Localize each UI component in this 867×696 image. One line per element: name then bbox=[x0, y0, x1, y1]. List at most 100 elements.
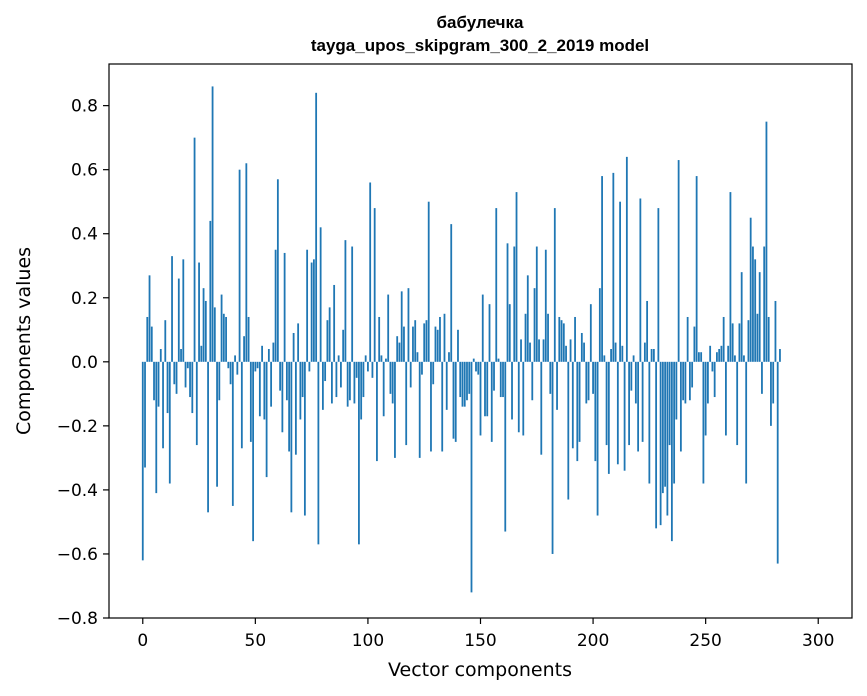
bar bbox=[204, 300, 207, 362]
bar bbox=[508, 304, 511, 362]
bar bbox=[193, 137, 196, 362]
bar bbox=[412, 326, 414, 362]
bar bbox=[441, 361, 444, 452]
bar bbox=[254, 361, 257, 372]
bar bbox=[758, 272, 761, 362]
bar bbox=[641, 361, 644, 442]
bar bbox=[592, 361, 594, 394]
bar bbox=[632, 355, 635, 362]
bar bbox=[513, 246, 516, 362]
bar bbox=[727, 345, 730, 362]
bar bbox=[389, 361, 392, 394]
bar bbox=[225, 316, 227, 362]
bar bbox=[646, 300, 649, 362]
bar bbox=[749, 217, 752, 362]
bar bbox=[175, 361, 178, 394]
bar bbox=[740, 272, 743, 362]
bar bbox=[603, 355, 606, 362]
bar bbox=[148, 275, 151, 362]
bar bbox=[551, 361, 554, 554]
bar bbox=[150, 326, 153, 362]
bar bbox=[265, 361, 268, 478]
bar bbox=[637, 361, 640, 452]
bar bbox=[319, 227, 322, 362]
bar bbox=[659, 361, 662, 526]
bar bbox=[270, 361, 273, 407]
bar bbox=[227, 361, 230, 369]
bar bbox=[231, 361, 234, 506]
bar bbox=[679, 361, 682, 452]
bar bbox=[531, 361, 534, 401]
bar bbox=[182, 259, 185, 362]
bar bbox=[216, 361, 218, 487]
bar bbox=[261, 345, 263, 362]
x-tick-label: 50 bbox=[245, 631, 267, 651]
bar bbox=[754, 259, 757, 362]
bar bbox=[587, 361, 590, 401]
bar bbox=[702, 361, 705, 484]
bar bbox=[371, 361, 374, 378]
bar bbox=[281, 361, 284, 433]
bar bbox=[141, 361, 144, 561]
bar bbox=[335, 361, 338, 398]
bar bbox=[634, 361, 637, 404]
bar bbox=[571, 361, 574, 449]
bar bbox=[619, 201, 621, 362]
bar bbox=[504, 361, 507, 532]
bar bbox=[407, 288, 410, 362]
bar bbox=[448, 352, 450, 362]
bar bbox=[430, 361, 432, 452]
bar bbox=[490, 361, 493, 442]
bar bbox=[772, 361, 775, 404]
bar bbox=[713, 361, 716, 398]
bar bbox=[745, 361, 748, 484]
x-axis: 0 50 100 150 200 250 300 bbox=[137, 618, 834, 651]
bar bbox=[725, 361, 727, 436]
bar bbox=[344, 240, 347, 362]
bar bbox=[378, 316, 381, 362]
bar bbox=[506, 243, 509, 362]
bar bbox=[605, 361, 608, 446]
y-tick-label: −0.8 bbox=[57, 609, 98, 629]
bar bbox=[274, 249, 277, 362]
bar bbox=[601, 176, 603, 362]
bar bbox=[621, 345, 624, 362]
bar bbox=[189, 361, 191, 398]
bar bbox=[207, 361, 209, 513]
bar bbox=[574, 316, 576, 362]
bar bbox=[560, 320, 563, 362]
bar bbox=[306, 249, 309, 362]
bar bbox=[673, 361, 676, 484]
bar bbox=[567, 361, 570, 500]
y-tick-label: −0.4 bbox=[57, 481, 98, 501]
bar bbox=[162, 361, 164, 449]
bar bbox=[400, 291, 403, 362]
bar bbox=[256, 361, 259, 369]
bar bbox=[747, 320, 750, 362]
bar bbox=[761, 361, 763, 394]
y-tick-label: 0.4 bbox=[71, 225, 98, 245]
bar bbox=[423, 323, 426, 362]
bar bbox=[391, 361, 394, 404]
bar bbox=[709, 345, 712, 362]
bar bbox=[380, 355, 383, 362]
bar bbox=[146, 316, 149, 362]
bar bbox=[511, 361, 513, 420]
bar bbox=[752, 246, 754, 362]
bar bbox=[625, 156, 628, 362]
bar bbox=[272, 342, 275, 362]
bar bbox=[565, 345, 567, 362]
x-tick-label: 250 bbox=[689, 631, 721, 651]
bar bbox=[630, 361, 633, 391]
bar bbox=[337, 355, 340, 362]
bar bbox=[387, 294, 390, 362]
bar bbox=[720, 345, 723, 362]
bar bbox=[452, 361, 455, 439]
bar bbox=[155, 361, 158, 494]
bar bbox=[639, 198, 642, 362]
chart-title-line1: бабулечка bbox=[437, 13, 524, 32]
bar bbox=[616, 361, 619, 465]
bar bbox=[481, 294, 484, 362]
bar bbox=[614, 342, 617, 362]
bar bbox=[180, 349, 182, 362]
